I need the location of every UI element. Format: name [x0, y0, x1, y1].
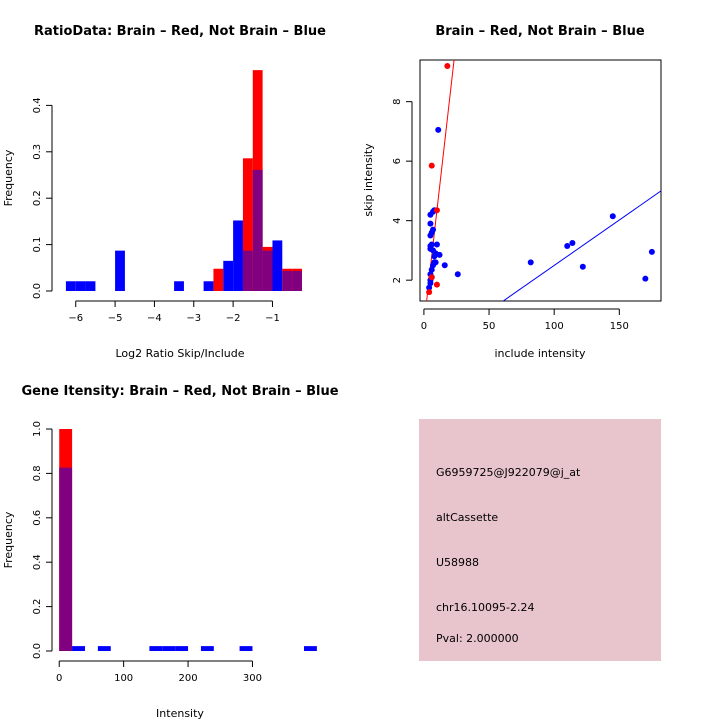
gene-y-tick-label: 0.8 [32, 465, 43, 481]
scatter-xlabel: include intensity [494, 347, 586, 360]
ratio-bar-overlap [262, 250, 273, 291]
gene-y-tick-label: 0.2 [32, 599, 43, 615]
notbrain-point [427, 220, 434, 227]
gene-x-tick-label: 0 [56, 673, 62, 684]
ratio-bar-notbrain [223, 260, 234, 291]
gene-y-tick-label: 1.0 [32, 421, 43, 437]
brain-point [433, 207, 440, 214]
scatter-ylabel: skip intensity [362, 143, 375, 217]
info-event-type: altCassette [436, 511, 498, 524]
scatter-plot-box [419, 59, 662, 302]
scatter-title: Brain – Red, Not Brain – Blue [435, 24, 644, 39]
scatter-x-tick-label: 0 [421, 321, 427, 332]
brain-point [428, 162, 435, 169]
gene-bar-notbrain [162, 646, 176, 651]
gene-bar-notbrain [304, 646, 317, 651]
notbrain-point [609, 213, 616, 220]
ratio-bar-notbrain [272, 240, 283, 291]
gene-histogram-ylabel: Frequency [2, 511, 15, 568]
notbrain-point [428, 241, 435, 248]
notbrain-point [454, 271, 461, 278]
notbrain-point [642, 275, 649, 282]
ratio-histogram-ylabel: Frequency [2, 149, 15, 206]
ratio-histogram-title: RatioData: Brain – Red, Not Brain – Blue [34, 24, 326, 39]
notbrain-point [436, 251, 443, 258]
ratio-bar-overlap [252, 169, 263, 291]
ratio-y-tick-label: 0.0 [32, 283, 43, 299]
ratio-histogram: RatioData: Brain – Red, Not Brain – Blue… [2, 24, 326, 360]
ratio-bar-notbrain [85, 281, 96, 291]
ratio-x-tick-label: −1 [265, 313, 280, 324]
notbrain-point [435, 126, 442, 133]
brain-point [428, 274, 435, 281]
notbrain-point [648, 248, 655, 255]
gene-y-tick-label: 0.0 [32, 643, 43, 659]
scatter-y-tick-label: 6 [392, 158, 403, 164]
notbrain-point [432, 259, 439, 266]
notbrain-point [527, 259, 534, 266]
info-probe-id: G6959725@J922079@j_at [436, 466, 581, 479]
notbrain-point [579, 263, 586, 270]
scatter-y-tick-label: 8 [392, 98, 403, 104]
ratio-x-tick-label: −6 [68, 313, 83, 324]
notbrain-point [441, 262, 448, 269]
gene-bar-notbrain [239, 646, 253, 651]
brain-point [426, 289, 433, 296]
info-accession: U58988 [436, 556, 479, 569]
info-panel: G6959725@J922079@j_at altCassette U58988… [419, 419, 661, 661]
ratio-bar-notbrain [233, 220, 243, 291]
notbrain-fit-line [502, 190, 661, 301]
gene-bar-overlap [59, 467, 73, 651]
ratio-bar-notbrain [65, 281, 76, 291]
info-pval: Pval: 2.000000 [436, 632, 519, 645]
scatter-x-tick-label: 150 [610, 321, 629, 332]
gene-bar-notbrain [97, 646, 111, 651]
ratio-x-tick-label: −4 [147, 313, 162, 324]
ratio-y-tick-label: 0.4 [32, 97, 43, 113]
ratio-y-tick-label: 0.3 [32, 144, 43, 160]
notbrain-point [430, 226, 437, 233]
gene-intensity-histogram: Gene Itensity: Brain – Red, Not Brain – … [2, 384, 339, 720]
ratio-bar-brain [213, 268, 224, 291]
ratio-histogram-xlabel: Log2 Ratio Skip/Include [115, 347, 244, 360]
ratio-bar-brain [242, 158, 253, 291]
gene-bar-notbrain [200, 646, 214, 651]
scatter-y-tick-label: 4 [392, 217, 403, 223]
gene-x-tick-label: 200 [179, 673, 198, 684]
ratio-bar-notbrain [203, 281, 214, 291]
brain-point [433, 281, 440, 288]
ratio-bar-notbrain [174, 281, 184, 291]
ratio-bar-notbrain [75, 281, 86, 291]
ratio-bar-overlap [292, 271, 302, 291]
gene-y-tick-label: 0.4 [32, 554, 43, 570]
scatter-x-tick-label: 50 [483, 321, 496, 332]
gene-x-tick-label: 100 [114, 673, 133, 684]
ratio-x-tick-label: −5 [108, 313, 123, 324]
notbrain-point [564, 242, 571, 249]
brain-point [444, 62, 451, 69]
gene-histogram-xlabel: Intensity [156, 707, 204, 720]
ratio-x-tick-label: −3 [186, 313, 201, 324]
ratio-bar-overlap [242, 250, 253, 291]
gene-x-tick-label: 300 [243, 673, 262, 684]
ratio-bar-notbrain [115, 250, 125, 291]
ratio-y-tick-label: 0.1 [32, 237, 43, 253]
info-panel-background [419, 419, 661, 661]
scatter-x-tick-label: 100 [545, 321, 564, 332]
gene-y-tick-label: 0.6 [32, 510, 43, 526]
intensity-scatter: Brain – Red, Not Brain – Blue include in… [362, 24, 662, 360]
ratio-y-tick-label: 0.2 [32, 190, 43, 206]
ratio-x-tick-label: −2 [226, 313, 241, 324]
gene-bar-notbrain [175, 646, 189, 651]
gene-bar-notbrain [72, 646, 85, 651]
gene-histogram-title: Gene Itensity: Brain – Red, Not Brain – … [21, 384, 338, 399]
notbrain-point [433, 241, 440, 248]
notbrain-point [569, 239, 576, 246]
scatter-y-tick-label: 2 [392, 277, 403, 283]
ratio-bar-overlap [282, 271, 293, 291]
info-location: chr16.10095-2.24 [436, 601, 535, 614]
gene-bar-notbrain [149, 646, 163, 651]
